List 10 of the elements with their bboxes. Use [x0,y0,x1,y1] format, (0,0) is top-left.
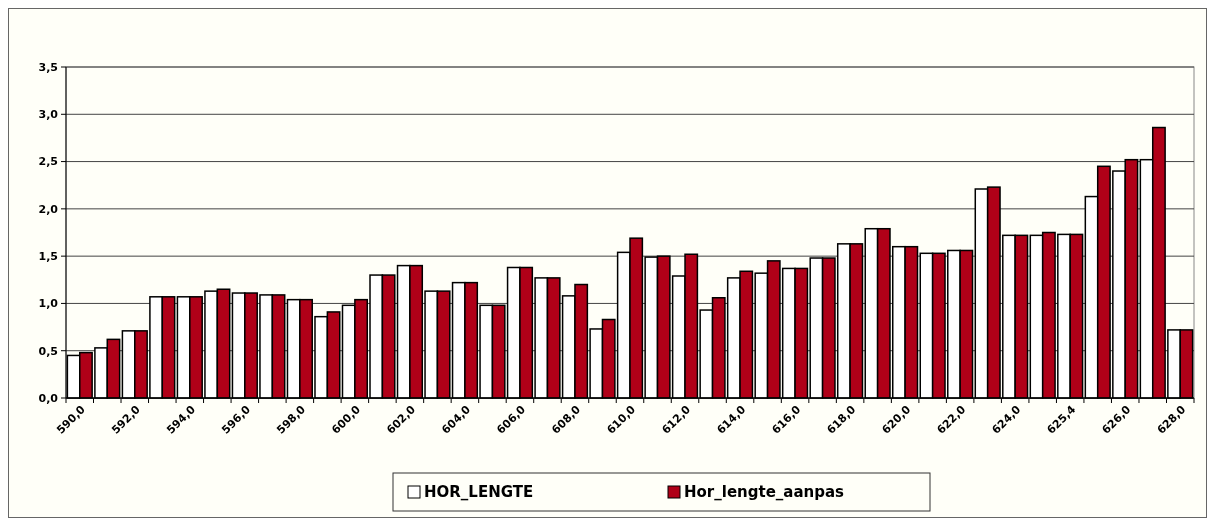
y-tick-label: 2,5 [38,155,58,169]
y-tick-label: 2,0 [38,202,59,216]
y-tick-label: 0,5 [38,344,58,358]
y-tick-label: 0,0 [38,391,59,405]
y-tick-label: 3,0 [38,108,59,122]
y-tick-label: 3,5 [38,60,58,74]
y-tick-label: 1,5 [38,249,58,263]
legend-label: HOR_LENGTE [424,483,534,502]
y-tick-label: 1,0 [38,297,59,311]
legend-label: Hor_lengte_aanpas [684,483,845,502]
